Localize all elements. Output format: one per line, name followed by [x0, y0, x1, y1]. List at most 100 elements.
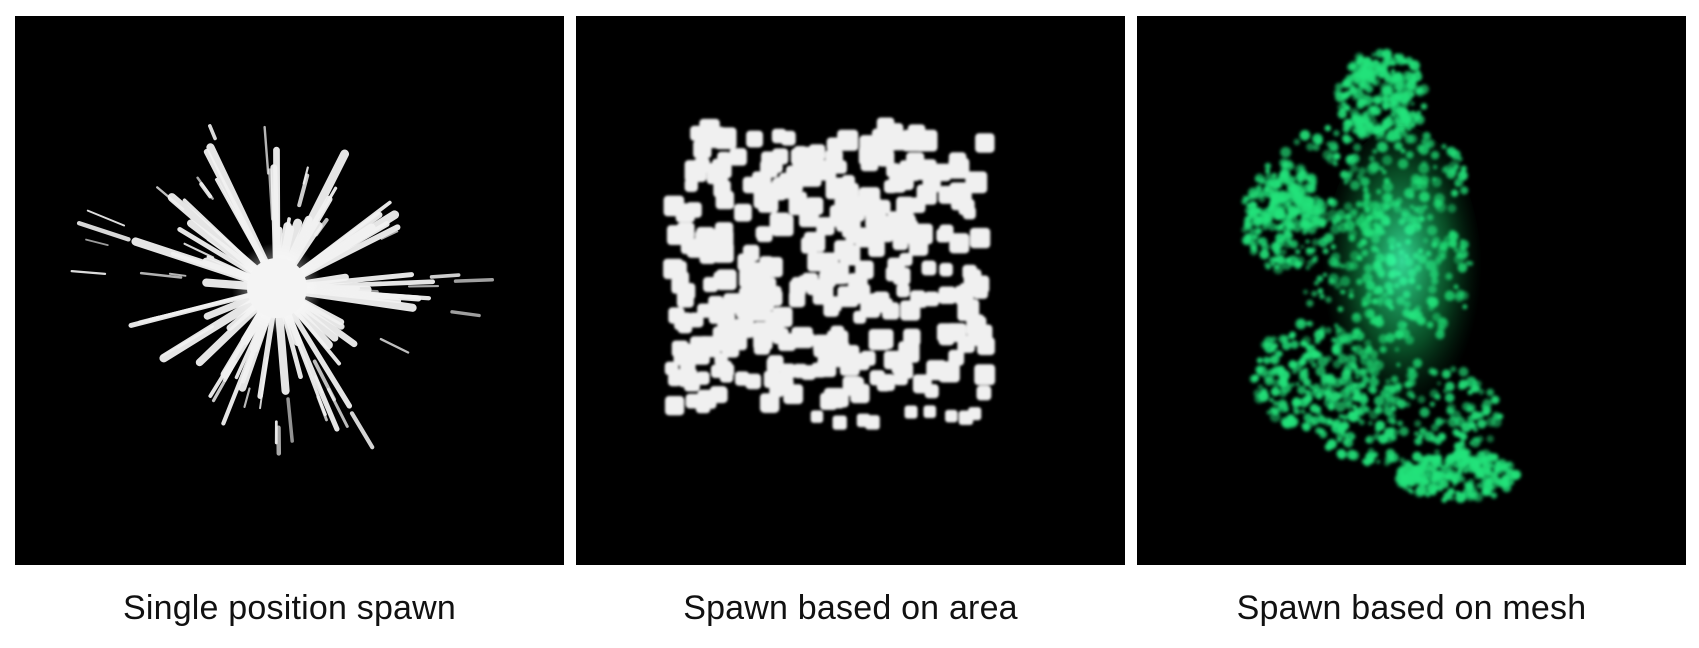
mesh-particle	[1407, 60, 1412, 65]
mesh-particle	[1416, 110, 1422, 115]
area-particle	[709, 386, 727, 404]
mesh-particle	[1303, 413, 1313, 423]
mesh-particle	[1341, 134, 1350, 143]
mesh-particle	[1310, 247, 1317, 253]
mesh-particle	[1275, 255, 1286, 265]
area-particle	[671, 276, 689, 294]
mesh-particle	[1444, 462, 1453, 471]
area-particle	[793, 164, 812, 182]
mesh-particle	[1246, 193, 1254, 201]
burst-ray	[208, 124, 217, 141]
area-particle	[837, 286, 859, 308]
area-particle	[896, 196, 915, 215]
mesh-particle	[1291, 397, 1302, 408]
mesh-particle	[1496, 458, 1508, 470]
mesh-particle	[1414, 431, 1420, 437]
area-particle	[712, 228, 733, 250]
mesh-particle	[1280, 382, 1292, 394]
mesh-particle	[1352, 404, 1357, 409]
mesh-particle	[1420, 103, 1428, 110]
mesh-particle	[1247, 208, 1256, 217]
area-particle	[783, 384, 804, 405]
mesh-particle	[1303, 289, 1309, 295]
area-particle	[858, 187, 881, 209]
mesh-particle	[1313, 255, 1319, 260]
mesh-particle	[1424, 454, 1433, 463]
mesh-particle	[1362, 111, 1369, 118]
mesh-particle	[1401, 59, 1408, 65]
area-particle	[695, 398, 711, 414]
area-particle	[664, 396, 685, 416]
mesh-particle	[1470, 437, 1481, 448]
mesh-particle	[1333, 130, 1340, 137]
area-particle	[712, 326, 734, 348]
area-particle	[896, 362, 914, 379]
mesh-particle	[1276, 365, 1286, 375]
mesh-particle	[1506, 470, 1515, 478]
mesh-particle	[1292, 221, 1303, 233]
area-particle	[708, 305, 728, 324]
area-particle	[800, 365, 816, 380]
area-particle	[748, 261, 771, 284]
mesh-particle	[1489, 463, 1494, 468]
mesh-particle	[1249, 241, 1258, 250]
mesh-particle	[1486, 435, 1494, 443]
mesh-particle	[1287, 209, 1295, 217]
mesh-particle	[1284, 204, 1291, 211]
area-particle	[865, 415, 880, 430]
mesh-particle	[1349, 413, 1359, 423]
mesh-particle	[1467, 389, 1473, 395]
mesh-particle	[1324, 396, 1329, 401]
area-particle	[916, 184, 937, 205]
area-particle	[877, 149, 895, 167]
mesh-particle	[1271, 172, 1278, 179]
mesh-particle	[1434, 449, 1440, 455]
mesh-particle	[1341, 414, 1348, 421]
area-particle	[686, 202, 702, 218]
mesh-particle	[1311, 290, 1318, 297]
mesh-particle	[1430, 423, 1439, 432]
mesh-particle	[1342, 125, 1350, 133]
mesh-particle	[1478, 388, 1485, 395]
mesh-particle	[1375, 110, 1381, 116]
mesh-particle	[1316, 275, 1324, 283]
mesh-particle	[1255, 184, 1263, 191]
mesh-particle	[1459, 462, 1469, 472]
caption-spawn-based-on-mesh: Spawn based on mesh	[1236, 589, 1587, 627]
mesh-particle	[1351, 127, 1358, 133]
mesh-particle	[1455, 493, 1465, 504]
mesh-particle	[1326, 153, 1338, 165]
mesh-particle	[1295, 318, 1307, 330]
mesh-particle	[1472, 426, 1479, 433]
mesh-particle	[1355, 119, 1362, 126]
mesh-particle	[1300, 355, 1306, 361]
mesh-particle	[1371, 95, 1381, 104]
mesh-particle	[1434, 417, 1444, 427]
area-particle	[789, 279, 806, 297]
burst-ray	[263, 125, 270, 175]
mesh-particle	[1382, 50, 1392, 60]
area-particle	[965, 171, 988, 194]
mesh-particle	[1280, 248, 1287, 256]
mesh-particle	[1301, 422, 1308, 429]
mesh-particle	[1433, 455, 1442, 464]
mesh-particle	[1399, 426, 1409, 437]
area-particle	[938, 286, 956, 305]
mesh-particle	[1399, 477, 1405, 483]
mesh-particle	[1311, 362, 1317, 368]
mesh-particle	[1326, 376, 1337, 386]
burst-ray	[380, 230, 399, 240]
mesh-particle	[1403, 460, 1412, 468]
mesh-particle	[1265, 263, 1271, 270]
mesh-particle	[1311, 195, 1321, 204]
area-particle	[958, 198, 975, 216]
area-particle	[678, 312, 693, 327]
mesh-particle	[1349, 86, 1358, 95]
area-particle	[973, 284, 989, 299]
mesh-particle	[1486, 388, 1495, 397]
mesh-particle	[1270, 262, 1275, 267]
area-particle	[873, 328, 894, 350]
caption-single-position-spawn: Single position spawn	[122, 589, 457, 627]
area-particle	[948, 152, 967, 170]
area-particle	[772, 218, 786, 232]
